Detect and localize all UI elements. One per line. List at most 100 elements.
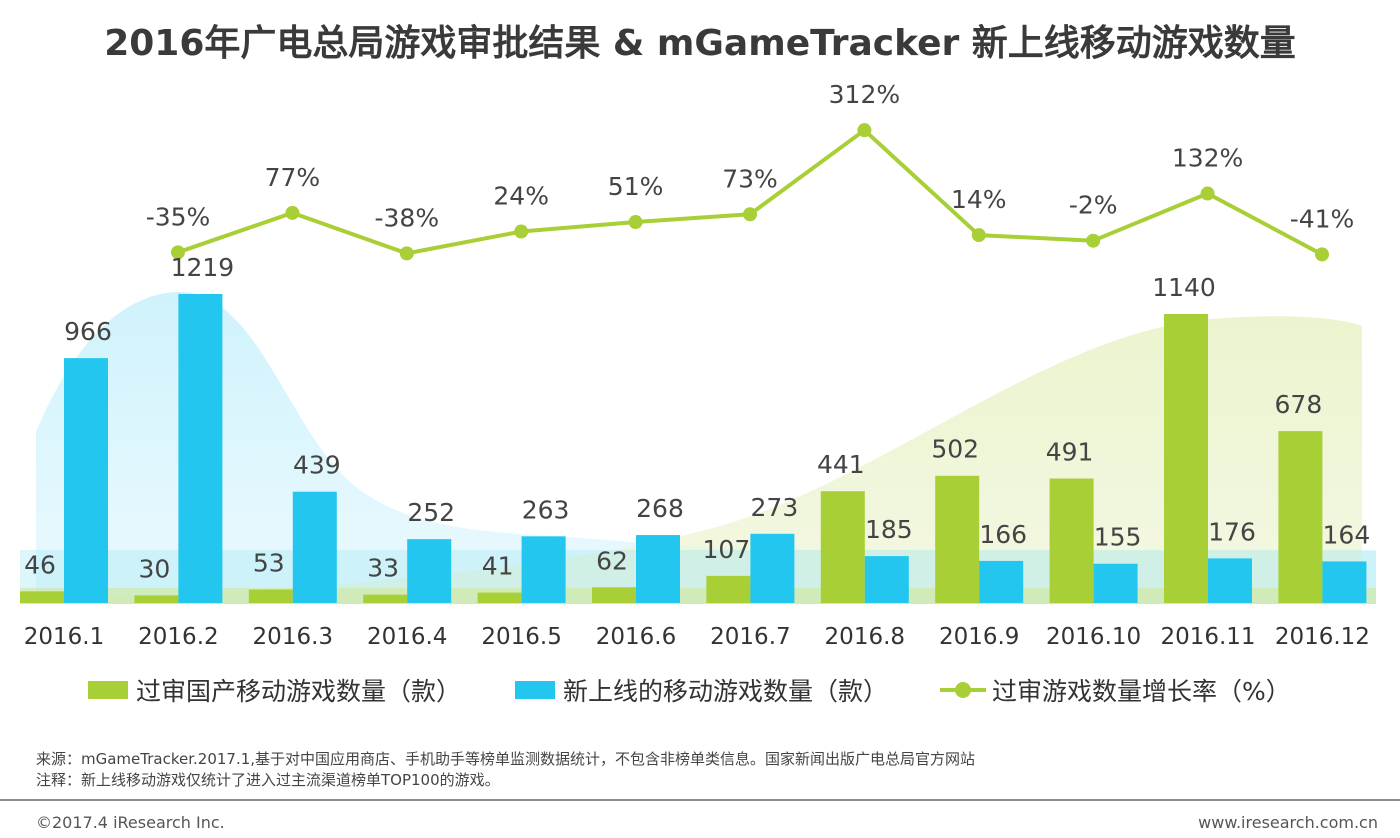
label-approved-2016.1: 46 — [24, 550, 56, 579]
label-new-2016.11: 176 — [1208, 517, 1256, 546]
bar-approved-2016.1 — [20, 591, 64, 603]
growth-point-2016.11 — [1200, 186, 1215, 201]
legend-swatch-blue-bar — [515, 681, 555, 699]
legend: 过审国产移动游戏数量（款） 新上线的移动游戏数量（款） 过审游戏数量增长率（%） — [0, 672, 1400, 708]
growth-point-2016.12 — [1315, 247, 1329, 262]
growth-point-2016.10 — [1086, 233, 1101, 248]
label-approved-2016.10: 491 — [1046, 438, 1094, 467]
label-new-2016.6: 268 — [636, 494, 684, 523]
legend-item-new-launches: 新上线的移动游戏数量（款） — [515, 672, 888, 708]
label-approved-2016.8: 441 — [817, 450, 865, 479]
bar-approved-2016.12 — [1278, 431, 1323, 603]
label-new-2016.10: 155 — [1094, 523, 1142, 552]
label-new-2016.1: 966 — [64, 317, 112, 346]
x-tick-2016.9: 2016.9 — [939, 624, 1019, 650]
blue-decorative-area — [36, 292, 1376, 604]
label-approved-2016.5: 41 — [482, 552, 514, 581]
x-tick-2016.4: 2016.4 — [367, 624, 447, 650]
label-new-2016.7: 273 — [751, 493, 799, 522]
chart-title: 2016年广电总局游戏审批结果 & mGameTracker 新上线移动游戏数量 — [104, 23, 1296, 64]
bar-new-2016.10 — [1093, 563, 1138, 603]
growth-label-2016.2: -35% — [146, 202, 211, 231]
label-new-2016.9: 166 — [979, 520, 1027, 549]
growth-label-2016.8: 312% — [829, 80, 900, 109]
growth-label-2016.7: 73% — [722, 164, 778, 193]
label-new-2016.8: 185 — [865, 515, 913, 544]
bar-approved-2016.5 — [477, 592, 522, 603]
legend-item-approved: 过审国产移动游戏数量（款） — [88, 672, 461, 708]
growth-point-2016.4 — [399, 246, 414, 261]
bar-approved-2016.10 — [1049, 478, 1094, 603]
bar-new-2016.6 — [636, 535, 680, 603]
bar-new-2016.9 — [979, 560, 1024, 603]
source-note: 来源：mGameTracker.2017.1,基于对中国应用商店、手机助手等榜单… — [36, 750, 976, 768]
bar-approved-2016.3 — [248, 589, 293, 603]
copyright: ©2017.4 iResearch Inc. — [36, 813, 225, 832]
bar-approved-2016.2 — [134, 595, 179, 603]
growth-point-2016.8 — [857, 123, 872, 138]
bar-approved-2016.6 — [592, 587, 636, 603]
growth-point-2016.2 — [171, 245, 185, 260]
label-new-2016.2: 1219 — [171, 253, 235, 282]
bar-new-2016.1 — [64, 358, 108, 603]
bar-new-2016.12 — [1322, 561, 1367, 603]
legend-item-growth-rate: 过审游戏数量增长率（%） — [940, 672, 1291, 708]
label-approved-2016.9: 502 — [931, 435, 979, 464]
x-tick-2016.11: 2016.11 — [1160, 624, 1255, 650]
label-new-2016.12: 164 — [1323, 520, 1371, 549]
bar-approved-2016.4 — [363, 594, 408, 603]
legend-swatch-line — [940, 681, 986, 699]
label-new-2016.4: 252 — [407, 498, 455, 527]
bar-new-2016.4 — [407, 539, 452, 603]
notes: 来源：mGameTracker.2017.1,基于对中国应用商店、手机助手等榜单… — [36, 749, 975, 791]
growth-label-2016.5: 24% — [493, 182, 549, 211]
growth-point-2016.5 — [514, 224, 529, 239]
bar-new-2016.5 — [521, 536, 566, 603]
bar-approved-2016.11 — [1164, 314, 1208, 603]
x-tick-2016.12: 2016.12 — [1275, 624, 1370, 650]
growth-label-2016.10: -2% — [1069, 191, 1118, 220]
chart: 46 966 2016.1 30 1219 2016.2 53 439 2016.3 33 252 2… — [20, 80, 1376, 650]
bar-new-2016.2 — [178, 293, 223, 603]
label-approved-2016.12: 678 — [1275, 390, 1323, 419]
bar-new-2016.3 — [292, 491, 337, 603]
growth-point-2016.9 — [971, 228, 986, 243]
remark-note: 注释：新上线移动游戏仅统计了进入过主流渠道榜单TOP100的游戏。 — [36, 771, 500, 789]
growth-label-2016.4: -38% — [375, 203, 440, 232]
label-approved-2016.11: 1140 — [1152, 273, 1216, 302]
bar-approved-2016.9 — [935, 475, 980, 603]
label-approved-2016.3: 53 — [253, 549, 285, 578]
label-new-2016.3: 439 — [293, 451, 341, 480]
x-tick-2016.7: 2016.7 — [710, 624, 790, 650]
bar-new-2016.8 — [864, 556, 909, 603]
label-new-2016.5: 263 — [522, 495, 570, 524]
x-tick-2016.10: 2016.10 — [1046, 624, 1141, 650]
growth-point-2016.3 — [285, 205, 300, 220]
bar-approved-2016.8 — [820, 491, 865, 603]
x-tick-2016.3: 2016.3 — [253, 624, 333, 650]
background-decoration — [20, 292, 1376, 604]
growth-point-2016.6 — [628, 215, 643, 230]
growth-label-2016.3: 77% — [265, 163, 321, 192]
green-baseline-band — [20, 588, 1376, 604]
legend-label-approved: 过审国产移动游戏数量（款） — [136, 677, 462, 706]
bar-new-2016.11 — [1208, 558, 1252, 603]
x-tick-2016.1: 2016.1 — [24, 624, 104, 650]
label-approved-2016.2: 30 — [138, 554, 170, 583]
website: www.iresearch.com.cn — [1198, 813, 1378, 832]
growth-label-2016.11: 132% — [1172, 144, 1243, 173]
label-approved-2016.7: 107 — [703, 535, 751, 564]
footer-divider — [0, 799, 1400, 801]
x-tick-2016.8: 2016.8 — [825, 624, 905, 650]
bar-new-2016.7 — [750, 533, 795, 603]
legend-swatch-green-bar — [88, 681, 128, 699]
label-approved-2016.6: 62 — [596, 546, 628, 575]
label-approved-2016.4: 33 — [367, 554, 399, 583]
bar-approved-2016.7 — [706, 575, 751, 603]
growth-label-2016.6: 51% — [608, 172, 664, 201]
x-tick-2016.5: 2016.5 — [481, 624, 561, 650]
legend-label-growth-rate: 过审游戏数量增长率（%） — [992, 677, 1291, 706]
growth-label-2016.12: -41% — [1290, 204, 1355, 233]
x-tick-2016.2: 2016.2 — [138, 624, 218, 650]
growth-label-2016.9: 14% — [951, 185, 1007, 214]
